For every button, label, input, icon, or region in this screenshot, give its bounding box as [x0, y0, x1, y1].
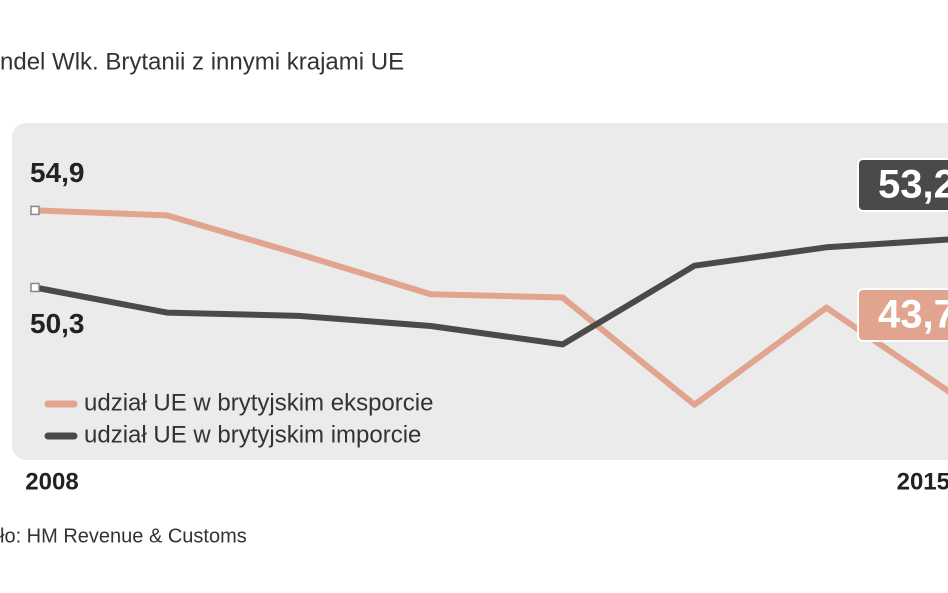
value-label-box	[857, 288, 948, 342]
value-label: 54,9	[30, 157, 85, 188]
x-tick-label: 2015	[897, 468, 948, 495]
series-line	[34, 236, 948, 348]
series-line	[34, 207, 948, 408]
x-tick-label: 2008	[25, 468, 78, 495]
value-label: 50,3	[30, 308, 85, 339]
start-marker	[30, 205, 40, 216]
value-label-box	[857, 158, 948, 212]
legend-label: udział UE w brytyjskim imporcie	[84, 421, 421, 448]
plot-background	[12, 123, 948, 460]
start-marker	[30, 282, 40, 293]
chart-title: ndel Wlk. Brytanii z innymi krajami UE	[0, 48, 404, 75]
source: ło: HM Revenue & Customs	[0, 525, 247, 547]
value-label: 43,7	[878, 293, 948, 337]
value-label: 53,2	[878, 163, 948, 207]
legend-label: udział UE w brytyjskim eksporcie	[84, 389, 433, 416]
